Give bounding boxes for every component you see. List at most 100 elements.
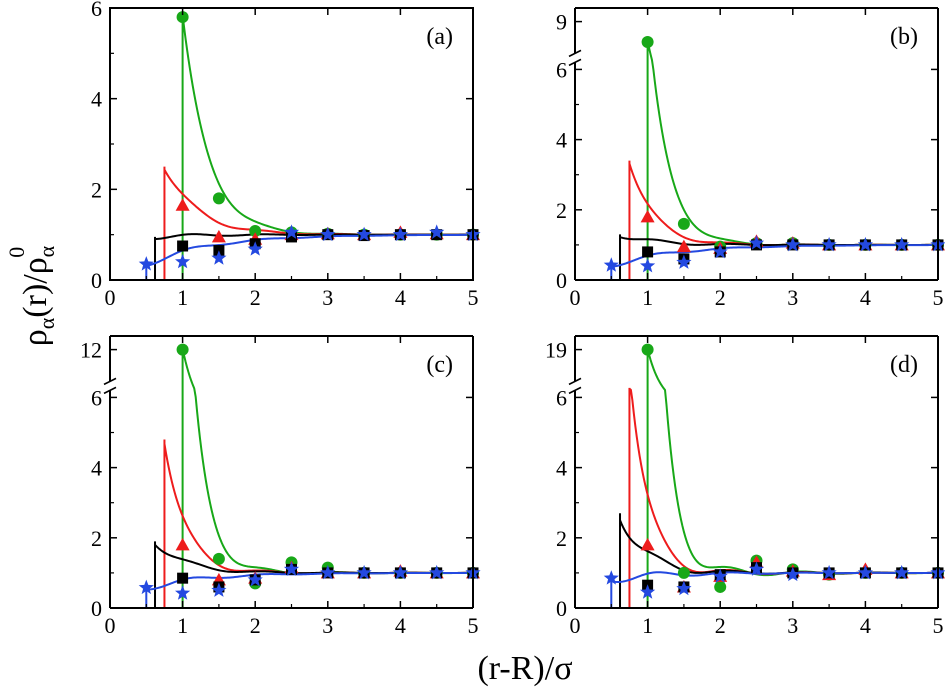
marker-green <box>176 343 189 356</box>
marker-blue <box>676 254 692 269</box>
marker-blue <box>857 564 873 580</box>
y-tick-label: 0 <box>91 268 102 293</box>
panel-label: (d) <box>890 352 918 378</box>
marker-blue <box>821 564 837 580</box>
x-tick-label: 2 <box>250 285 261 310</box>
x-tick-label: 3 <box>322 613 333 638</box>
marker-green <box>249 225 262 238</box>
x-tick-label: 5 <box>468 285 479 310</box>
y-tick-label-top: 12 <box>80 338 102 363</box>
marker-red <box>175 198 190 211</box>
marker-blue <box>894 236 910 252</box>
marker-black <box>286 231 297 243</box>
y-tick-label: 4 <box>556 128 567 153</box>
y-tick-label: 6 <box>91 0 102 21</box>
axis-break-mark <box>568 58 582 67</box>
axis-break-mark <box>568 49 582 58</box>
x-tick-label: 3 <box>787 285 798 310</box>
y-tick-label: 2 <box>91 526 102 551</box>
y-tick-label: 0 <box>556 268 567 293</box>
marker-blue <box>247 571 263 587</box>
marker-black <box>177 240 189 252</box>
series-line-red <box>110 439 473 608</box>
marker-blue <box>857 236 873 252</box>
y-title-sub1: α <box>34 317 59 329</box>
x-tick-label: 5 <box>468 613 479 638</box>
marker-blue <box>320 226 336 242</box>
y-tick-label: 0 <box>91 596 102 621</box>
svg-text:ρα(r)/ρα0: ρα(r)/ρα0 <box>4 245 59 346</box>
marker-blue <box>603 257 619 272</box>
marker-green <box>212 552 225 565</box>
y-tick-label: 2 <box>556 198 567 223</box>
marker-blue <box>894 564 910 580</box>
marker-black <box>642 246 654 258</box>
marker-green <box>641 343 654 356</box>
y-title-mid: (r)/ρ <box>17 257 54 317</box>
y-title-sub2: α <box>34 245 59 257</box>
x-tick-label: 3 <box>322 285 333 310</box>
y-title-rho: ρ <box>17 329 54 346</box>
y-tick-label-top: 9 <box>556 10 567 35</box>
marker-green <box>714 580 727 593</box>
series-line-red <box>110 166 473 280</box>
marker-blue <box>138 579 154 595</box>
marker-blue <box>429 564 445 580</box>
markers <box>603 343 945 599</box>
panel-label: (b) <box>890 24 918 50</box>
y-tick-label: 6 <box>556 57 567 82</box>
marker-blue <box>211 582 227 597</box>
x-tick-label: 5 <box>933 613 944 638</box>
panel-1: 0 1 2 3 4 5 0 2 4 6 9 (b) <box>556 7 945 310</box>
series-line-blue <box>110 571 473 608</box>
y-axis-title: ρα(r)/ρα0 <box>4 245 59 346</box>
y-tick-label: 2 <box>91 177 102 202</box>
y-tick-label-top: 19 <box>545 338 567 363</box>
x-tick-label: 0 <box>105 285 116 310</box>
marker-blue <box>712 243 728 259</box>
marker-red <box>640 209 655 223</box>
axis-break-mark <box>568 386 582 395</box>
x-tick-label: 1 <box>177 613 188 638</box>
y-tick-label: 6 <box>91 385 102 410</box>
y-tick-label: 4 <box>556 456 567 481</box>
panel-label: (c) <box>426 352 453 378</box>
marker-blue <box>821 236 837 252</box>
panel-3: 0 1 2 3 4 5 0 2 4 6 19 (d) <box>545 335 945 638</box>
y-title-sup: 0 <box>4 247 29 258</box>
marker-blue <box>392 226 408 242</box>
axis-break-mark <box>103 386 117 395</box>
marker-blue <box>429 224 445 239</box>
x-tick-label: 5 <box>933 285 944 310</box>
x-tick-label: 2 <box>715 613 726 638</box>
marker-blue <box>640 584 656 599</box>
x-tick-label: 4 <box>860 285 871 310</box>
marker-red <box>640 537 655 551</box>
y-tick-label: 0 <box>556 596 567 621</box>
marker-green <box>677 217 690 230</box>
marker-red <box>211 229 226 243</box>
axis-break-mark <box>568 377 582 386</box>
marker-blue <box>785 566 801 582</box>
marker-green <box>677 566 690 579</box>
series-line-blue <box>110 233 473 280</box>
marker-blue <box>283 561 300 576</box>
axis-break-mark <box>103 377 117 386</box>
x-tick-label: 0 <box>105 613 116 638</box>
marker-blue <box>785 236 801 252</box>
marker-blue <box>175 585 191 600</box>
panel-0: 0 1 2 3 4 5 0 2 4 6 (a) <box>91 0 481 310</box>
marker-blue <box>247 241 263 256</box>
y-tick-label: 6 <box>556 385 567 410</box>
marker-blue <box>211 250 227 265</box>
marker-blue <box>356 564 372 580</box>
markers <box>138 343 481 600</box>
series-line-blue <box>575 571 938 608</box>
marker-blue <box>712 568 728 583</box>
marker-red <box>676 239 691 253</box>
marker-green <box>212 192 225 205</box>
x-tick-label: 1 <box>177 285 188 310</box>
markers <box>603 36 945 273</box>
